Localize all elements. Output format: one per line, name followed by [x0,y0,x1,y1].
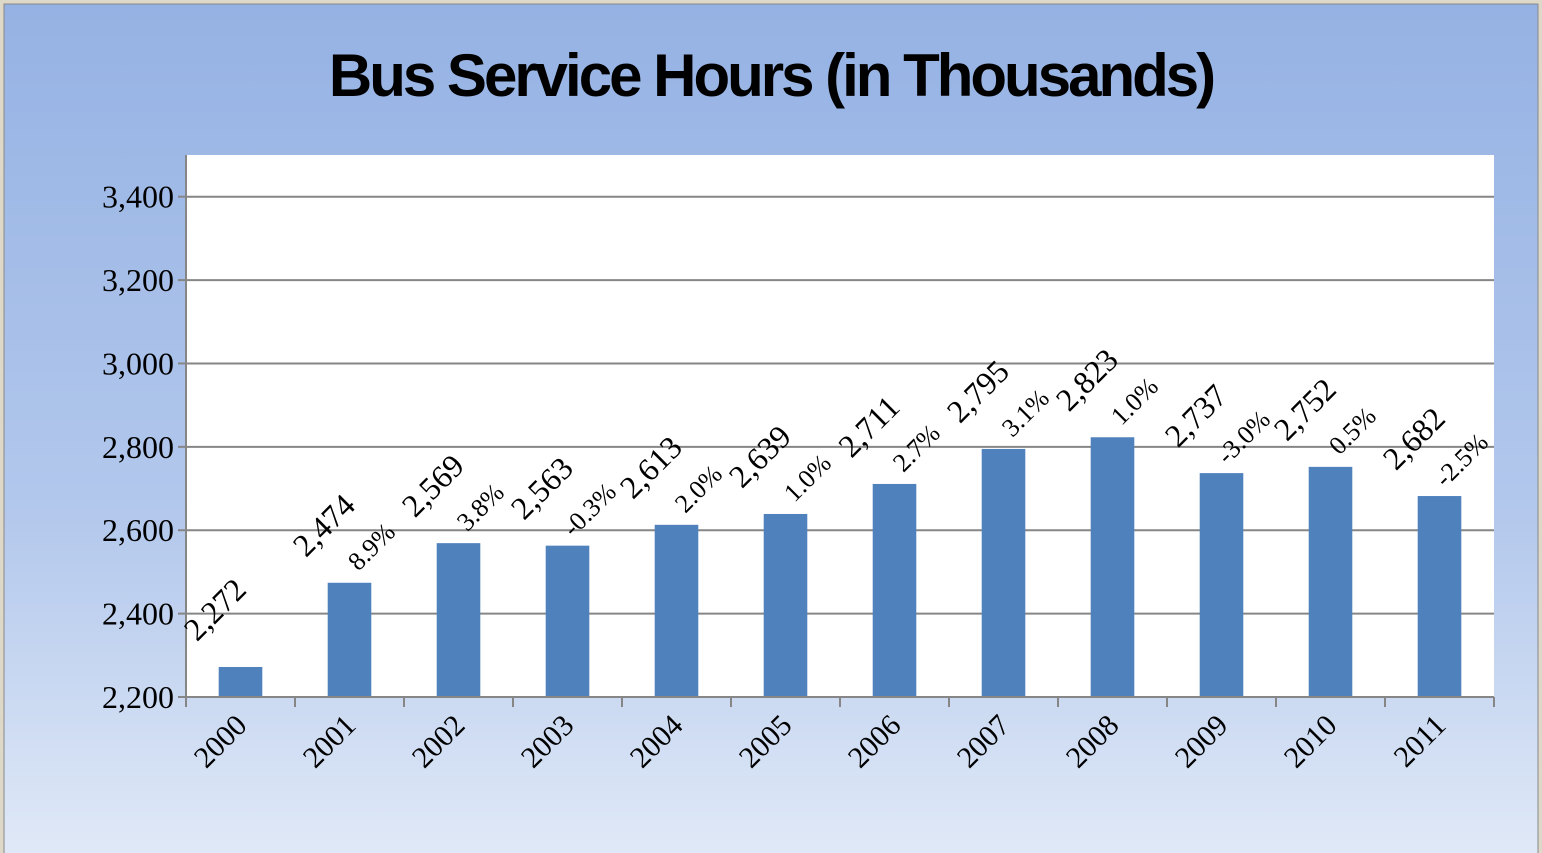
bar [1417,496,1462,697]
y-tick-label: 3,400 [102,179,174,215]
bar [218,666,263,697]
plot-area [186,155,1494,697]
bar [1199,473,1244,697]
bar [545,545,590,697]
y-tick-label: 2,600 [102,512,174,548]
y-tick-label: 3,000 [102,345,174,381]
bar [1308,466,1353,697]
bar [872,483,917,697]
bar [654,524,699,697]
bar [981,448,1026,697]
bar [1090,437,1135,697]
bar [436,543,481,697]
chart-title: Bus Service Hours (in Thousands) [329,42,1213,109]
y-tick-label: 3,200 [102,262,174,298]
y-tick-label: 2,800 [102,429,174,465]
bar [763,513,808,697]
y-tick-label: 2,400 [102,596,174,632]
bar [327,582,372,697]
y-tick-label: 2,200 [102,679,174,715]
